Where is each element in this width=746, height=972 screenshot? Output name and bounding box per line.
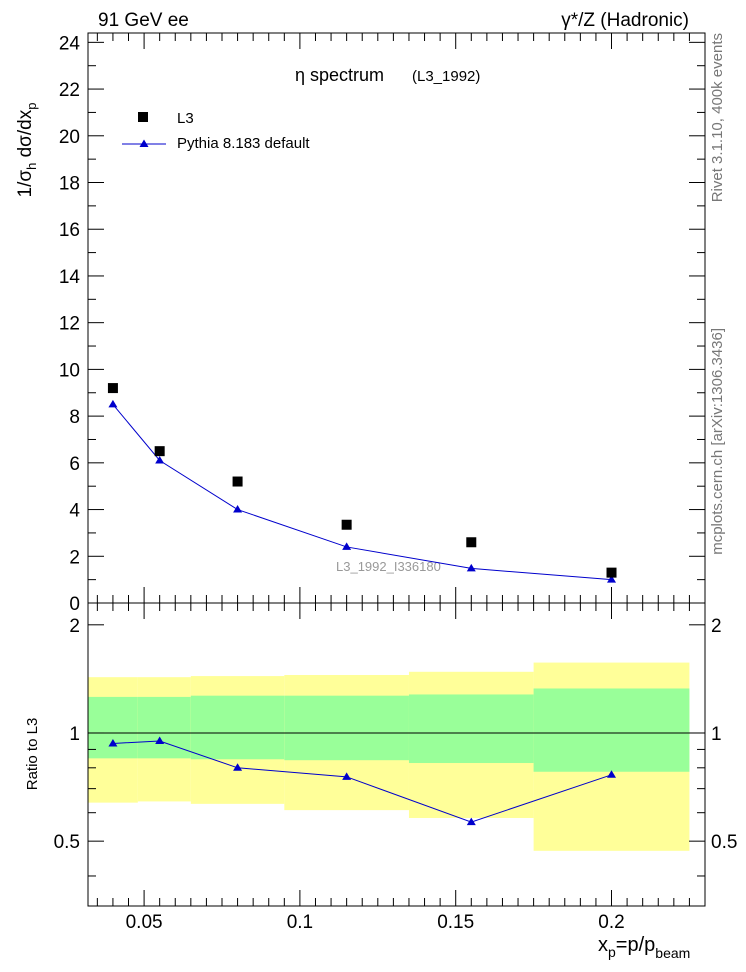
ratio-band-inner [190,695,285,760]
l3-point [107,383,118,394]
ratio-band-inner [137,696,191,759]
ratio-point [233,763,243,771]
ratio-y-axis: 0.5 0.5 1 1 2 2 [54,616,737,877]
svg-text:xp=p/pbeam: xp=p/pbeam [598,934,690,961]
x-tick-label: 0.15 [437,912,474,933]
header-left: 91 GeV ee [98,10,189,31]
legend-marker-pythia [139,139,149,147]
ratio-point [155,736,165,744]
l3-point [341,519,352,530]
ratio-ytick-label: 1 [69,724,80,745]
main-ytick-label: 18 [59,174,80,195]
ratio-panel-frame [87,602,706,907]
x-tick-label: 0.05 [126,912,163,933]
ratio-series-layer [108,736,617,826]
mcplots-note: mcplots.cern.ch [arXiv:1306.3436] [709,328,726,555]
main-ytick-label: 16 [59,220,80,241]
main-x-axis [96,33,690,603]
ratio-band-inner [533,688,690,772]
l3-point [466,537,477,548]
ratio-point [466,817,476,826]
l3-point [606,567,617,578]
header-right: γ*/Z (Hadronic) [561,10,689,31]
ratio-ytick-label-right: 2 [711,616,722,637]
ratio-ytick-label: 2 [69,616,80,637]
ratio-bands [88,662,690,851]
main-ytick-label: 10 [59,360,80,381]
pythia-point [233,505,243,513]
pythia-point [607,575,617,583]
ratio-point [607,770,617,778]
main-ylabel: 1/σh dσ/dxp [15,103,39,198]
x-axis-title: xp=p/pbeam [598,934,690,961]
legend: L3 Pythia 8.183 default [122,110,310,152]
main-ytick-label: 4 [69,501,80,522]
x-tick-label: 0.2 [598,912,624,933]
ratio-ylabel: Ratio to L3 [24,718,41,791]
main-ytick-label: 24 [59,33,81,54]
l3-point [154,446,165,457]
main-ytick-label: 0 [69,594,80,615]
main-ytick-label: 20 [59,127,80,148]
main-ytick-label: 14 [59,267,81,288]
main-ytick-label: 22 [59,80,80,101]
ratio-panel: 0.5 0.5 1 1 2 2 0.05 0.1 0.15 0.2 [54,602,737,933]
legend-label-l3: L3 [177,110,194,127]
legend-label-pythia: Pythia 8.183 default [177,135,310,152]
pythia-line [112,404,612,581]
ratio-band-inner [408,694,534,764]
ratio-band-inner [88,696,138,759]
main-title: η spectrum [295,65,384,85]
ratio-x-axis: 0.05 0.1 0.15 0.2 [96,603,690,933]
ratio-band-inner [284,695,409,761]
main-ytick-label: 8 [69,407,80,428]
watermark-label: L3_1992_I336180 [336,559,441,574]
main-series-layer [107,383,617,583]
main-ytick-label: 2 [69,547,80,568]
main-ytick-label: 12 [59,314,80,335]
ratio-point [108,738,118,747]
ratio-point [342,772,352,780]
ratio-line [112,740,612,823]
pythia-point [108,399,118,408]
ratio-ytick-label-right: 1 [711,724,722,745]
legend-marker-l3 [138,112,148,122]
pythia-point [342,542,352,550]
rivet-note: Rivet 3.1.10, 400k events [709,33,726,202]
x-tick-label: 0.1 [287,912,313,933]
pythia-point [466,563,476,572]
l3-point [232,476,243,487]
pythia-point [155,456,165,464]
main-subtitle: (L3_1992) [412,68,480,85]
svg-text:1/σh dσ/dxp: 1/σh dσ/dxp [15,103,39,198]
main-ytick-label: 6 [69,454,80,475]
ratio-ytick-label: 0.5 [54,832,80,853]
ratio-ytick-label-right: 0.5 [711,832,737,853]
